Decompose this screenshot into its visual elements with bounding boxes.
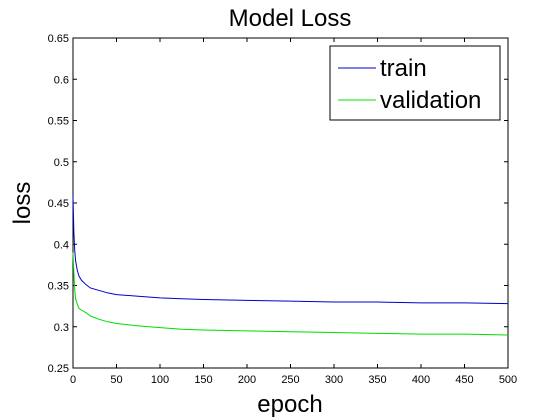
- legend: train validation: [329, 45, 501, 121]
- y-tick-label: 0.5: [54, 157, 69, 169]
- series-lines: [72, 196, 509, 336]
- y-tick-label: 0.55: [48, 116, 69, 128]
- y-tick-label: 0.35: [48, 281, 69, 293]
- legend-label-train: train: [380, 55, 427, 82]
- x-tick-label: 50: [110, 374, 122, 386]
- x-tick-label: 0: [70, 374, 76, 386]
- y-tick-label: 0.3: [54, 322, 69, 334]
- x-tick-label: 200: [238, 374, 256, 386]
- series-line-train: [72, 196, 509, 305]
- x-tick-label: 250: [281, 374, 299, 386]
- y-axis: 0.25 0.3 0.35 0.4 0.45 0.5 0.55 0.6 0.65: [48, 33, 508, 375]
- y-tick-label: 0.4: [54, 239, 69, 251]
- x-tick-label: 150: [194, 374, 212, 386]
- y-tick-label: 0.45: [48, 198, 69, 210]
- x-tick-label: 100: [151, 374, 169, 386]
- legend-label-validation: validation: [380, 87, 481, 114]
- x-axis-label: epoch: [257, 391, 322, 418]
- y-axis-label: loss: [9, 182, 36, 225]
- x-tick-label: 300: [325, 374, 343, 386]
- x-tick-label: 500: [499, 374, 517, 386]
- x-tick-label: 350: [368, 374, 386, 386]
- legend-box: [329, 45, 501, 121]
- y-tick-label: 0.6: [54, 74, 69, 86]
- y-tick-label: 0.25: [48, 363, 69, 375]
- y-tick-label: 0.65: [48, 33, 69, 45]
- x-axis: 0 50 100 150 200 250 300 350 400 450 500: [70, 38, 517, 386]
- chart-title: Model Loss: [229, 5, 352, 32]
- x-tick-label: 450: [455, 374, 473, 386]
- x-tick-label: 400: [412, 374, 430, 386]
- series-line-validation: [72, 252, 509, 336]
